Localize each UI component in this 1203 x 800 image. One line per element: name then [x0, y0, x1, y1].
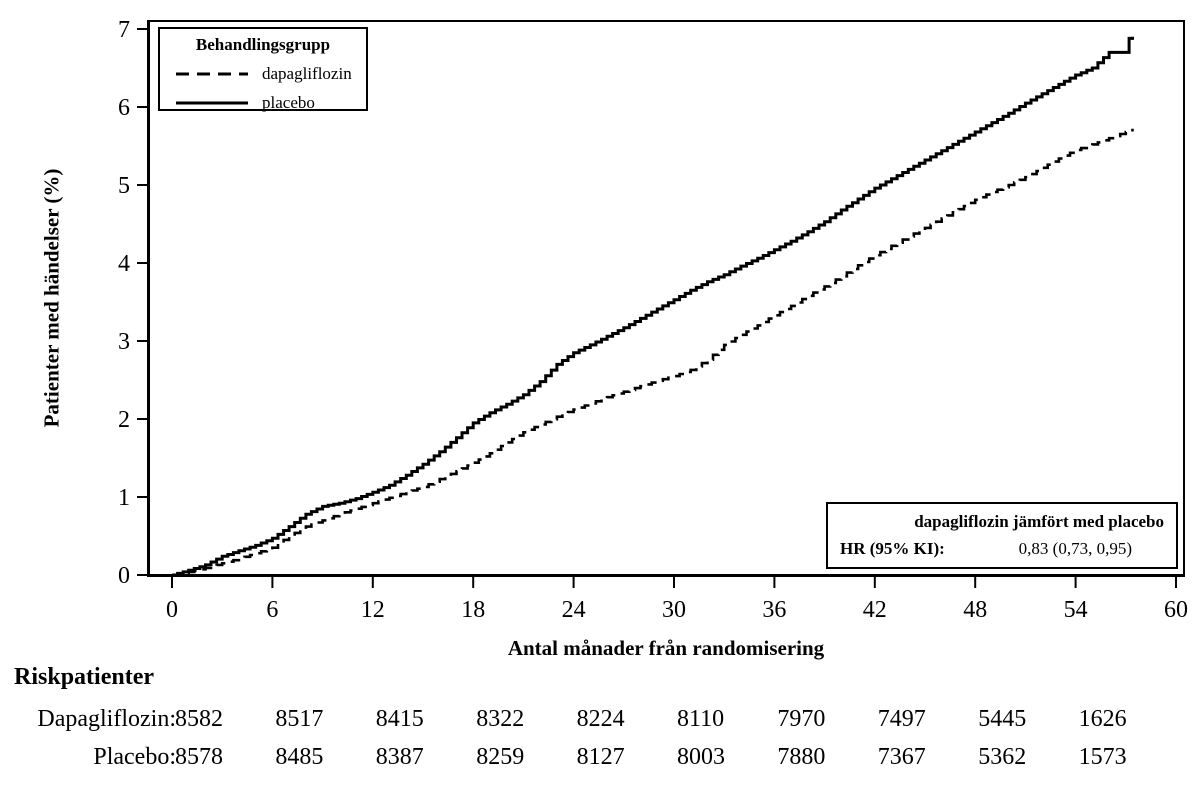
legend-item-placebo: placebo [160, 93, 366, 113]
risk-count: 8415 [375, 706, 424, 732]
x-tick-label: 12 [361, 597, 385, 623]
x-tick-label: 6 [266, 597, 278, 623]
hazard-ratio-annotation: dapagliflozin jämfört med placebo HR (95… [826, 502, 1178, 569]
legend-item-label: placebo [262, 93, 315, 112]
risk-count: 8003 [677, 744, 725, 770]
risk-count: 7880 [777, 744, 826, 770]
risk-count: 5362 [978, 744, 1027, 770]
x-tick-label: 0 [166, 597, 178, 623]
y-tick-label: 3 [118, 329, 130, 355]
risk-count: 8578 [175, 744, 223, 770]
hr-value: 0,83 (0,73, 0,95) [1018, 539, 1132, 558]
y-tick-label: 1 [118, 485, 130, 511]
risk-count: 8582 [175, 706, 223, 732]
legend-item-label: dapagliflozin [262, 64, 352, 83]
risk-count: 8110 [677, 706, 725, 732]
risk-row-label: Placebo: [93, 744, 176, 770]
y-tick-label: 0 [118, 563, 130, 589]
x-tick-label: 48 [963, 597, 987, 623]
risk-count: 8259 [476, 744, 525, 770]
x-axis-title: Antal månader från randomisering [507, 636, 825, 660]
risk-count: 8127 [576, 744, 625, 770]
risk-table-title: Riskpatienter [14, 664, 154, 690]
risk-count: 8485 [275, 744, 324, 770]
y-axis-title: Patienter med händelser (%) [39, 168, 64, 428]
risk-count: 7497 [877, 706, 926, 732]
x-tick-label: 24 [562, 597, 586, 623]
x-tick-label: 36 [762, 597, 786, 623]
x-tick-label: 42 [863, 597, 887, 623]
risk-count: 1573 [1078, 744, 1127, 770]
solid-line-sample-icon [176, 101, 248, 105]
dashed-line-sample-icon [176, 72, 248, 76]
risk-count: 8387 [375, 744, 424, 770]
risk-row-label: Dapagliflozin: [37, 706, 176, 732]
hr-label: HR (95% KI): [840, 539, 945, 558]
legend: Behandlingsgrupp dapagliflozin placebo [158, 27, 368, 113]
y-tick-label: 4 [118, 251, 130, 277]
hr-heading: dapagliflozin jämfört med placebo [914, 512, 1164, 531]
risk-count: 8322 [476, 706, 525, 732]
risk-count: 5445 [978, 706, 1027, 732]
risk-count: 8224 [576, 706, 625, 732]
risk-count: 1626 [1078, 706, 1127, 732]
legend-title: Behandlingsgrupp [195, 35, 331, 54]
y-tick-label: 2 [118, 407, 130, 433]
risk-count: 8517 [275, 706, 324, 732]
y-tick-label: 6 [118, 95, 130, 121]
y-tick-label: 7 [118, 17, 130, 43]
y-tick-label: 5 [118, 173, 130, 199]
x-tick-label: 30 [662, 597, 686, 623]
legend-item-dapagliflozin: dapagliflozin [160, 64, 366, 84]
risk-count: 7970 [777, 706, 826, 732]
risk-count: 7367 [877, 744, 926, 770]
x-tick-label: 54 [1064, 597, 1088, 623]
x-tick-label: 60 [1164, 597, 1188, 623]
x-tick-label: 18 [461, 597, 485, 623]
